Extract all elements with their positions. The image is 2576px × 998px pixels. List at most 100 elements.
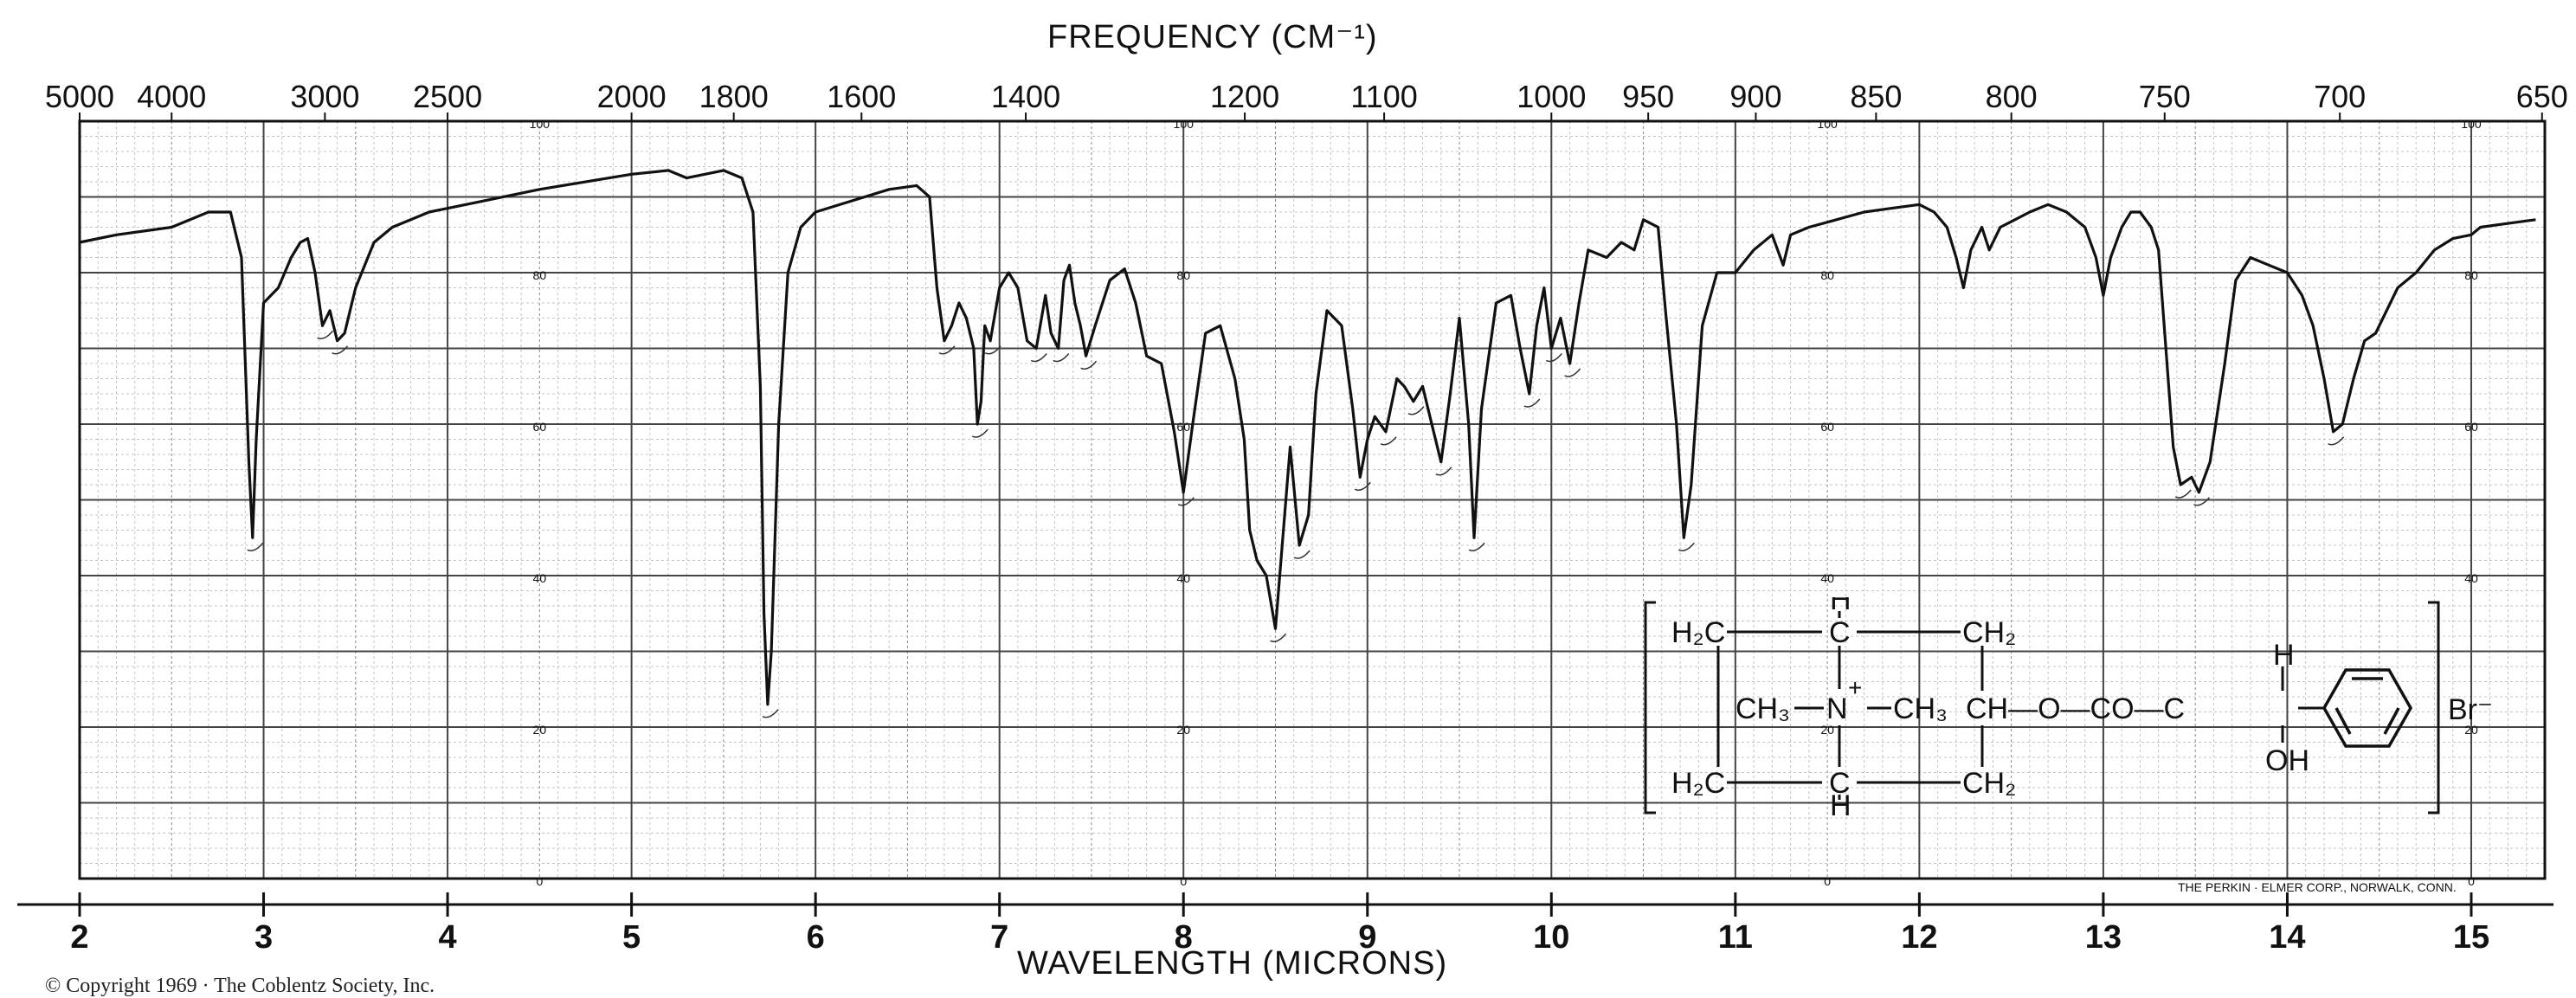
peak-marker: [1523, 398, 1541, 408]
h2c-bottom-label: H₂C: [1671, 767, 1725, 800]
peak-marker: [1468, 542, 1485, 551]
transmittance-label: 40: [1820, 571, 1834, 585]
ch-chain-label: CH—O—CO—C: [1966, 692, 2185, 725]
peak-marker: [1030, 353, 1047, 363]
peak-marker: [1053, 353, 1070, 363]
peak-marker: [332, 345, 349, 355]
peak-marker: [2174, 489, 2192, 499]
bromide-counter-ion: Br⁻: [2448, 693, 2493, 726]
frequency-tick-label: 5000: [45, 79, 114, 114]
transmittance-label: 80: [533, 268, 547, 282]
frequency-tick-label: 850: [1850, 79, 1902, 114]
peak-marker: [317, 330, 334, 339]
n-plus-label: N: [1826, 692, 1848, 725]
plot-frame: [78, 119, 2547, 880]
frequency-tick-label: 1800: [699, 79, 769, 114]
grid-minor: [80, 121, 2546, 879]
wavelength-tick-label: 2: [70, 919, 88, 956]
transmittance-label: 100: [1817, 117, 1838, 131]
c-top-label: C: [1829, 616, 1851, 649]
wavelength-tick-label: 4: [439, 919, 457, 956]
transmittance-scale-labels: 100 80 60 40 20 0 100 80 60 40 20 0 100 80 60 40 20 0 100 8…: [530, 117, 2482, 888]
wavelength-ticks: 2 3 4 5 6 7 8 9 10 11 12 13 14 15: [70, 892, 2489, 956]
frequency-tick-label: 3000: [290, 79, 359, 114]
peak-marker: [247, 542, 264, 551]
benzene-double-bond-3: [2334, 707, 2352, 735]
peak-marker: [1380, 436, 1397, 446]
frequency-tick-label: 900: [1729, 79, 1781, 114]
h-bottom-label: H: [1830, 789, 1852, 818]
frequency-axis-title: FREQUENCY (CM⁻¹): [1047, 19, 1378, 55]
frequency-tick-label: 1200: [1210, 79, 1279, 114]
frequency-tick-label: 650: [2516, 79, 2568, 114]
frequency-tick-label: 700: [2314, 79, 2366, 114]
wavelength-tick-label: 11: [1718, 919, 1753, 956]
peak-marker: [1545, 353, 1562, 363]
frequency-tick-label: 950: [1622, 79, 1674, 114]
transmittance-label: 100: [530, 117, 551, 131]
transmittance-label: 0: [1180, 874, 1187, 888]
transmittance-label: 100: [1174, 117, 1195, 131]
transmittance-label: 80: [1176, 268, 1190, 282]
frequency-ticks: 5000 4000 3000 2500 2000 1800 1600 1400 1200 1100…: [45, 79, 2568, 121]
wavelength-tick-label: 8: [1175, 919, 1193, 956]
transmittance-label: 20: [1176, 723, 1190, 737]
plus-charge-label: +: [1848, 674, 1862, 701]
peak-marker: [1177, 497, 1195, 506]
right-bracket: [2428, 601, 2440, 814]
frequency-tick-label: 1400: [991, 79, 1060, 114]
frequency-tick-label: 1600: [827, 79, 896, 114]
wavelength-tick-label: 15: [2453, 919, 2489, 956]
transmittance-label: 100: [2461, 117, 2482, 131]
transmittance-label: 20: [533, 723, 547, 737]
peak-marker: [1293, 550, 1311, 559]
ch2-top-label: CH₂: [1962, 616, 2016, 649]
ch3-left-label: CH₃: [1736, 692, 1790, 725]
transmittance-label: 20: [1820, 723, 1834, 737]
frequency-tick-label: 1100: [1350, 79, 1417, 114]
peak-marker: [971, 428, 989, 438]
wavelength-tick-label: 13: [2085, 919, 2122, 956]
frequency-tick-label: 4000: [137, 79, 206, 114]
peak-marker: [1407, 406, 1425, 415]
peak-marker: [1435, 467, 1452, 476]
transmittance-label: 0: [2468, 874, 2475, 888]
frequency-tick-label: 2000: [597, 79, 667, 114]
peak-marker: [1678, 542, 1695, 551]
transmittance-label: 0: [1824, 874, 1831, 888]
peak-marker: [1270, 633, 1287, 642]
transmittance-label: 60: [1176, 420, 1190, 434]
wavelength-tick-label: 3: [254, 919, 273, 956]
transmittance-label: 20: [2464, 723, 2478, 737]
transmittance-label: 60: [1820, 420, 1834, 434]
wavelength-tick-label: 9: [1358, 919, 1376, 956]
h-right-label: H: [2273, 639, 2295, 672]
peak-marker: [1354, 481, 1371, 491]
spectrum-line: [79, 169, 2536, 706]
left-bracket: [1644, 601, 1656, 814]
transmittance-label: 40: [533, 571, 547, 585]
chemical-structure: H₂C H C CH₂ CH₃ N + CH₃ CH—O—CO—C H OH H…: [1644, 597, 2440, 818]
transmittance-label: 60: [533, 420, 547, 434]
benzene-ring: [2322, 668, 2413, 748]
frequency-tick-label: 750: [2139, 79, 2191, 114]
transmittance-label: 0: [536, 874, 543, 888]
copyright-notice: © Copyright 1969 · The Coblentz Society,…: [45, 975, 435, 997]
frequency-tick-label: 1000: [1517, 79, 1586, 114]
ch3-right-label: CH₃: [1893, 692, 1948, 725]
frequency-tick-label: 800: [1986, 79, 2038, 114]
benzene-double-bond-2: [2383, 707, 2400, 735]
peak-marker: [1564, 368, 1581, 377]
frequency-tick-label: 2500: [413, 79, 482, 114]
ch2-bottom-label: CH₂: [1962, 767, 2016, 800]
wavelength-tick-label: 10: [1533, 919, 1569, 956]
transmittance-label: 80: [1820, 268, 1834, 282]
h-top-label: H: [1830, 597, 1852, 616]
wavelength-tick-label: 14: [2269, 919, 2305, 956]
c-bottom-label: C: [1829, 767, 1851, 800]
transmittance-label: 40: [1176, 571, 1190, 585]
peak-marker: [984, 345, 1001, 355]
peak-marker: [762, 709, 779, 718]
transmittance-label: 40: [2464, 571, 2478, 585]
